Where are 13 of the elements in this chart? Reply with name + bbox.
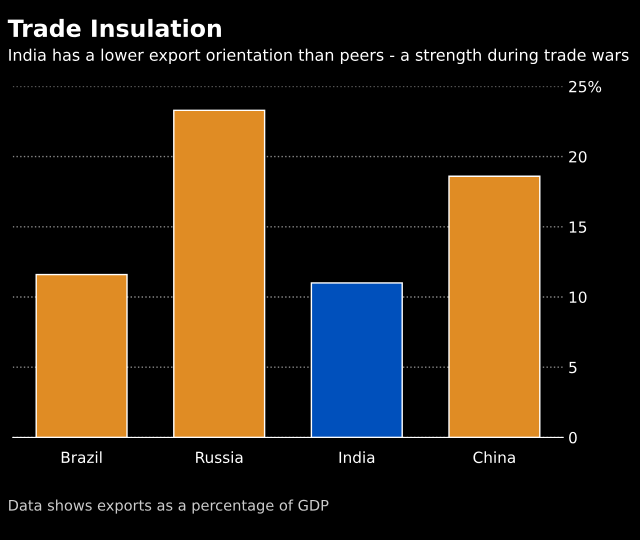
y-tick-label: 5: [569, 362, 576, 374]
x-tick-label: India: [340, 451, 374, 464]
y-tick-label: 25%: [569, 80, 602, 92]
y-tick-label: 10: [570, 291, 586, 304]
text: Data shows exports as a percentage of GDP: [9, 500, 328, 514]
y-tick-label: 0: [569, 432, 577, 444]
x-tick-label: China: [473, 451, 515, 464]
y-tick-label: 20: [569, 151, 586, 163]
y-tick-label: 15: [570, 221, 586, 233]
x-tick-label: Brazil: [62, 451, 102, 464]
x-tick-label: Russia: [196, 451, 242, 464]
chart-title: Trade Insulation: [8, 18, 221, 38]
chart-subtitle: India has a lower export orientation than peers - a strength during trade wars: [9, 48, 629, 64]
